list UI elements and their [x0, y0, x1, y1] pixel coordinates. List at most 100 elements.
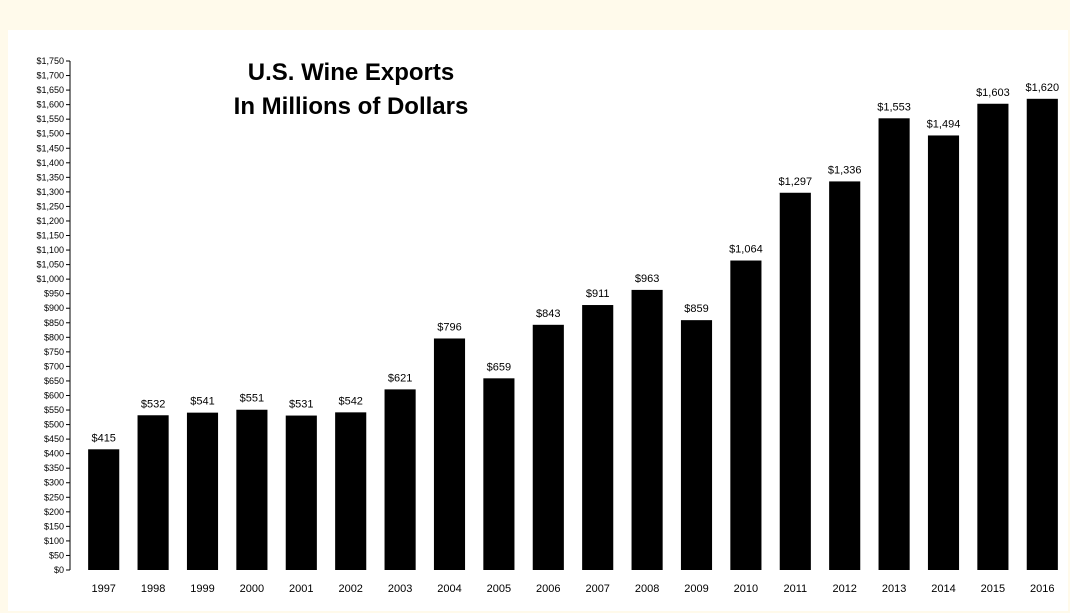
y-tick-label: $900: [44, 303, 64, 313]
chart-area: U.S. Wine Exports In Millions of Dollars…: [8, 30, 1068, 611]
bar-2005: [483, 378, 515, 570]
x-tick-label-2000: 2000: [240, 583, 264, 595]
bar-2003: [384, 389, 416, 570]
y-tick-label: $850: [44, 318, 64, 328]
bar-2010: [730, 260, 762, 570]
y-tick-label: $1,250: [36, 201, 64, 211]
x-tick-label-2002: 2002: [338, 583, 362, 595]
y-tick-label: $1,550: [36, 114, 64, 124]
bar-value-label-1998: $532: [141, 398, 165, 410]
bars-group: [88, 98, 1058, 571]
bar-value-label-2009: $859: [684, 303, 708, 315]
bar-1997: [88, 449, 120, 570]
y-axis: $0 $50 $100 $150 $200 $250 $300 $350 $400 $450 $50…: [36, 56, 70, 575]
x-tick-label-2003: 2003: [388, 583, 412, 595]
bar-value-label-2001: $531: [289, 399, 313, 411]
bar-2009: [680, 320, 713, 570]
bar-2004: [433, 338, 466, 570]
y-tick-label: $1,450: [36, 143, 64, 153]
bar-value-label-2015: $1,603: [976, 87, 1010, 99]
bar-value-label-2011: $1,297: [778, 176, 812, 188]
x-tick-label-2005: 2005: [487, 583, 511, 595]
bar-value-label-2005: $659: [487, 361, 511, 373]
x-axis: 1997 1998 1999 2000 2001 2002 2003 2004 2005 2006…: [91, 583, 1054, 595]
y-tick-label: $1,000: [36, 274, 64, 284]
x-tick-label-2014: 2014: [931, 583, 955, 595]
bar-2007: [582, 305, 614, 570]
bar-value-label-2002: $542: [338, 395, 362, 407]
bar-value-label-1997: $415: [91, 432, 115, 444]
bar-2016: [1026, 98, 1058, 570]
x-tick-label-2013: 2013: [882, 583, 906, 595]
bar-value-label-2008: $963: [635, 273, 659, 285]
chart-title-line-1: U.S. Wine Exports: [248, 59, 454, 86]
bar-value-label-2006: $843: [536, 308, 560, 320]
y-tick-label: $950: [44, 289, 64, 299]
bar-2013: [878, 118, 910, 570]
y-tick-label: $1,350: [36, 172, 64, 182]
y-tick-label: $50: [49, 550, 64, 560]
y-tick-label: $1,100: [36, 245, 64, 255]
x-tick-label-2001: 2001: [289, 583, 313, 595]
y-tick-label: $650: [44, 376, 64, 386]
x-tick-label-2008: 2008: [635, 583, 659, 595]
y-tick-label: $1,750: [36, 56, 64, 66]
bar-2008: [631, 289, 663, 570]
y-tick-label: $0: [54, 565, 64, 575]
bar-value-label-2010: $1,064: [729, 244, 763, 256]
y-tick-label: $550: [44, 405, 64, 415]
y-tick-label: $300: [44, 478, 64, 488]
y-tick-label: $100: [44, 536, 64, 546]
x-tick-label-2006: 2006: [536, 583, 560, 595]
y-tick-label: $1,700: [36, 71, 64, 81]
bar-labels-group: $415 $532 $541 $551 $531 $542 $621 $796 $659 $843…: [91, 82, 1059, 444]
bar-value-label-2007: $911: [586, 288, 610, 300]
bar-value-label-2003: $621: [388, 372, 412, 384]
x-tick-label-2007: 2007: [585, 583, 609, 595]
chart-title-line-2: In Millions of Dollars: [234, 93, 469, 120]
y-tick-label: $1,400: [36, 158, 64, 168]
bar-2001: [285, 415, 317, 570]
y-tick-label: $200: [44, 507, 64, 517]
y-tick-label: $1,500: [36, 129, 64, 139]
bar-chart: U.S. Wine Exports In Millions of Dollars…: [36, 56, 1059, 595]
bar-value-label-1999: $541: [190, 396, 214, 408]
x-tick-label-2010: 2010: [734, 583, 758, 595]
x-tick-label-2004: 2004: [437, 583, 461, 595]
y-tick-label: $1,050: [36, 260, 64, 270]
bar-2011: [779, 192, 811, 570]
y-tick-label: $800: [44, 332, 64, 342]
bar-2002: [335, 412, 367, 570]
x-tick-label-2012: 2012: [832, 583, 856, 595]
bar-1999: [186, 412, 219, 570]
x-tick-label-2016: 2016: [1030, 583, 1054, 595]
x-tick-label-2015: 2015: [981, 583, 1005, 595]
bar-value-label-2012: $1,336: [828, 164, 862, 176]
bar-value-label-2013: $1,553: [877, 101, 911, 113]
y-tick-label: $1,200: [36, 216, 64, 226]
y-tick-label: $500: [44, 420, 64, 430]
x-tick-label-2009: 2009: [684, 583, 708, 595]
y-tick-label: $600: [44, 390, 64, 400]
x-tick-label-1997: 1997: [91, 583, 115, 595]
bar-2006: [532, 324, 564, 570]
y-tick-label: $1,650: [36, 85, 64, 95]
y-tick-label: $1,150: [36, 231, 64, 241]
bar-2000: [236, 409, 268, 570]
y-tick-label: $450: [44, 434, 64, 444]
bar-2012: [829, 181, 861, 570]
y-tick-label: $1,300: [36, 187, 64, 197]
x-tick-label-2011: 2011: [783, 583, 807, 595]
bar-2015: [977, 103, 1009, 571]
bar-value-label-2004: $796: [437, 321, 461, 333]
y-tick-label: $350: [44, 463, 64, 473]
y-tick-label: $1,600: [36, 100, 64, 110]
x-tick-label-1998: 1998: [141, 583, 165, 595]
bar-value-label-2014: $1,494: [927, 118, 961, 130]
x-tick-label-1999: 1999: [190, 583, 214, 595]
y-tick-label: $750: [44, 347, 64, 357]
y-tick-label: $150: [44, 521, 64, 531]
y-tick-label: $700: [44, 361, 64, 371]
y-tick-label: $250: [44, 492, 64, 502]
